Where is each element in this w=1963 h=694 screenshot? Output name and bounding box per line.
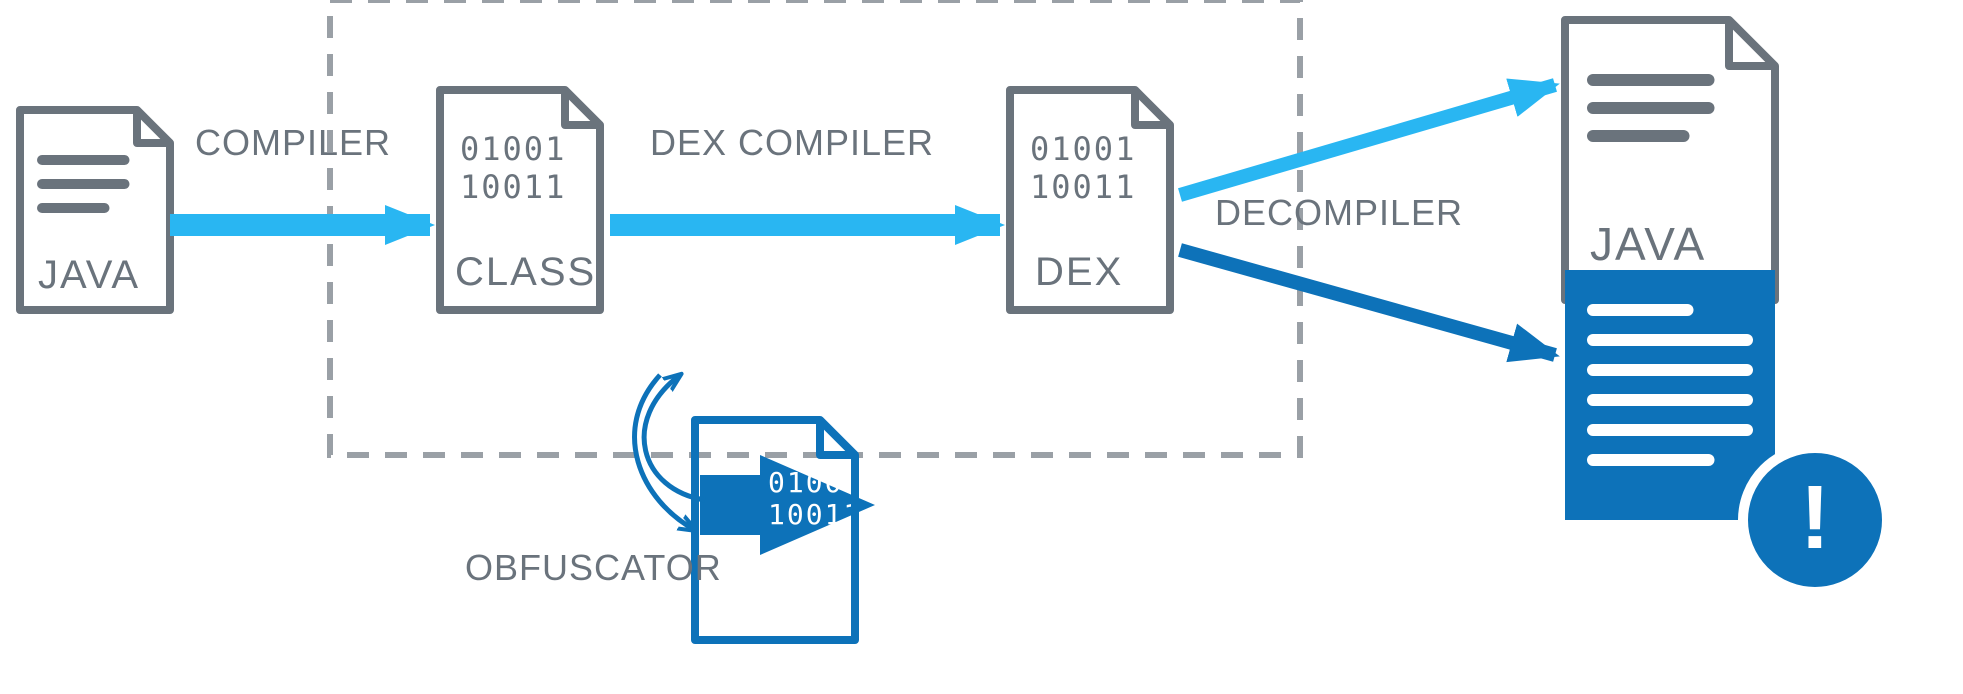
java-output-label: JAVA [1590, 218, 1706, 270]
class-binary-1: 01001 [460, 130, 566, 168]
alert-glyph: ! [1800, 468, 1830, 568]
class-file-icon: 0100110011 CLASS [440, 90, 600, 310]
java-source-label: JAVA [38, 253, 140, 297]
alert-icon: ! [1743, 448, 1887, 592]
obfuscated-output-icon [1565, 270, 1775, 520]
class-file-label: CLASS [455, 250, 596, 294]
java-source-file-icon: JAVA [20, 110, 170, 310]
dex-compiler-label: DEX COMPILER [650, 122, 934, 163]
class-binary-2: 10011 [460, 168, 566, 206]
arrow-decompile-obfuscated [1180, 250, 1555, 355]
dex-binary-2: 10011 [1030, 168, 1136, 206]
decompiler-label: DECOMPILER [1215, 192, 1463, 233]
obfuscator-label: OBFUSCATOR [465, 547, 722, 588]
dex-binary-1: 01001 [1030, 130, 1136, 168]
dex-file-icon: 0100110011 DEX [1010, 90, 1170, 310]
obf-binary-2: 10011 [768, 498, 862, 531]
dex-file-label: DEX [1035, 250, 1123, 294]
obf-binary-1: 01001 [768, 466, 862, 499]
compiler-label: COMPILER [195, 122, 391, 163]
java-output-file-icon: JAVA [1565, 20, 1775, 300]
